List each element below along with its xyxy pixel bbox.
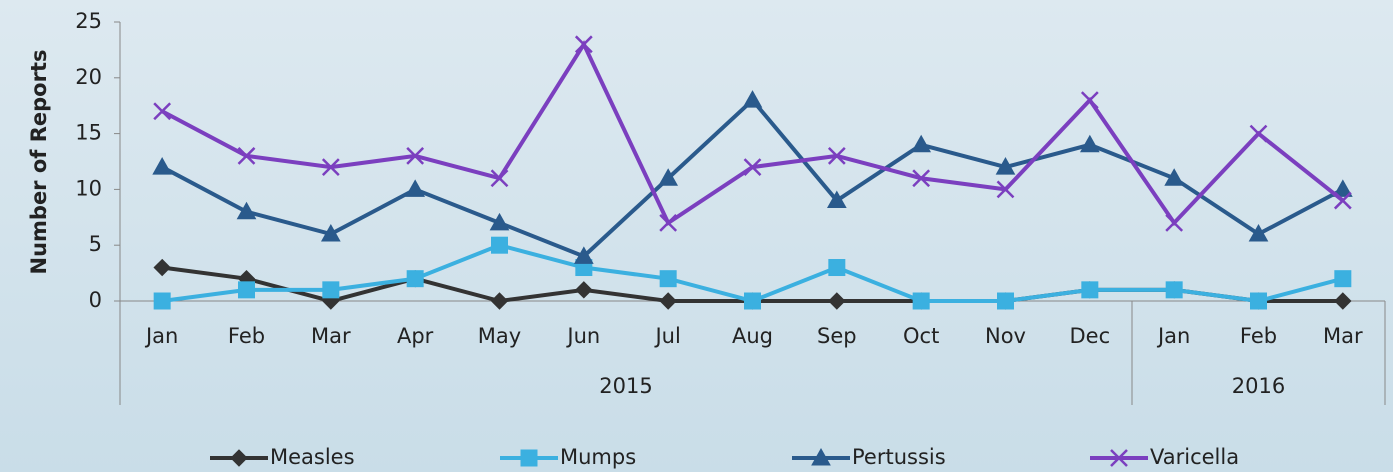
y-tick-label: 10	[75, 176, 102, 200]
point	[405, 179, 426, 197]
point	[238, 281, 255, 299]
point	[1249, 124, 1268, 143]
point	[1080, 91, 1099, 110]
point	[320, 224, 341, 242]
legend-marker	[520, 449, 538, 467]
series-line	[161, 97, 1344, 259]
y-tick-label: 15	[75, 121, 102, 145]
point	[743, 158, 762, 176]
point	[1079, 134, 1100, 153]
x-tick-label: Apr	[397, 324, 434, 348]
point	[236, 201, 257, 220]
point	[828, 259, 846, 277]
x-tick-label: Feb	[1240, 324, 1277, 348]
y-tick-label: 25	[75, 9, 102, 33]
point	[912, 292, 930, 310]
legend-marker	[811, 447, 831, 466]
point	[1250, 292, 1267, 310]
x-tick-label: Mar	[311, 324, 351, 348]
point	[659, 213, 678, 232]
legend-label: Pertussis	[852, 445, 946, 469]
point	[1332, 179, 1353, 197]
point	[1334, 292, 1352, 310]
y-tick-label: 20	[75, 65, 102, 89]
point	[153, 258, 171, 277]
point	[1248, 224, 1269, 242]
point	[406, 147, 425, 165]
x-tick-label: Jun	[565, 324, 600, 348]
point	[322, 281, 340, 299]
legend-label: Varicella	[1150, 445, 1239, 469]
point	[828, 292, 846, 310]
point	[742, 90, 763, 108]
point	[489, 212, 510, 231]
point	[237, 147, 256, 165]
point	[490, 292, 509, 310]
point	[406, 270, 424, 288]
legend-marker	[230, 449, 248, 467]
x-tick-label: Dec	[1070, 324, 1111, 348]
point	[152, 157, 173, 175]
x-tick-label: May	[478, 324, 521, 348]
x-tick-label: Mar	[1323, 324, 1363, 348]
x-tick-label: Jul	[653, 324, 680, 348]
x-tick-label: Sep	[817, 324, 857, 348]
point	[911, 134, 932, 153]
point	[574, 35, 593, 54]
x-tick-label: Jan	[1156, 324, 1190, 348]
group-label: 2015	[599, 374, 652, 398]
point	[573, 246, 594, 264]
y-tick-label: 0	[89, 288, 102, 312]
point	[659, 292, 677, 310]
point	[826, 190, 847, 209]
point	[1081, 281, 1099, 299]
point	[1333, 191, 1352, 210]
legend-marker	[1110, 449, 1128, 467]
point	[997, 292, 1014, 310]
y-axis-label: Number of Reports	[27, 50, 51, 275]
point	[1165, 281, 1183, 299]
point	[575, 281, 593, 299]
point	[1334, 270, 1352, 288]
point	[912, 169, 931, 188]
x-tick-label: Nov	[985, 324, 1026, 348]
x-tick-label: Jan	[144, 324, 178, 348]
x-tick-label: Aug	[732, 324, 773, 348]
x-tick-label: Oct	[903, 324, 939, 348]
series-line	[161, 40, 1345, 227]
point	[995, 157, 1016, 175]
point	[491, 236, 508, 254]
point	[153, 102, 172, 121]
point	[321, 158, 340, 176]
point	[996, 180, 1015, 199]
group-label: 2016	[1232, 374, 1285, 398]
legend-label: Mumps	[560, 445, 636, 469]
y-tick-label: 5	[89, 232, 102, 256]
point	[1164, 168, 1185, 186]
point	[659, 270, 677, 288]
point	[1165, 213, 1184, 232]
point	[658, 168, 679, 186]
x-tick-label: Feb	[228, 324, 265, 348]
legend-label: Measles	[270, 445, 355, 469]
point	[153, 292, 171, 310]
point	[827, 147, 846, 165]
point	[490, 169, 509, 188]
point	[744, 292, 761, 310]
